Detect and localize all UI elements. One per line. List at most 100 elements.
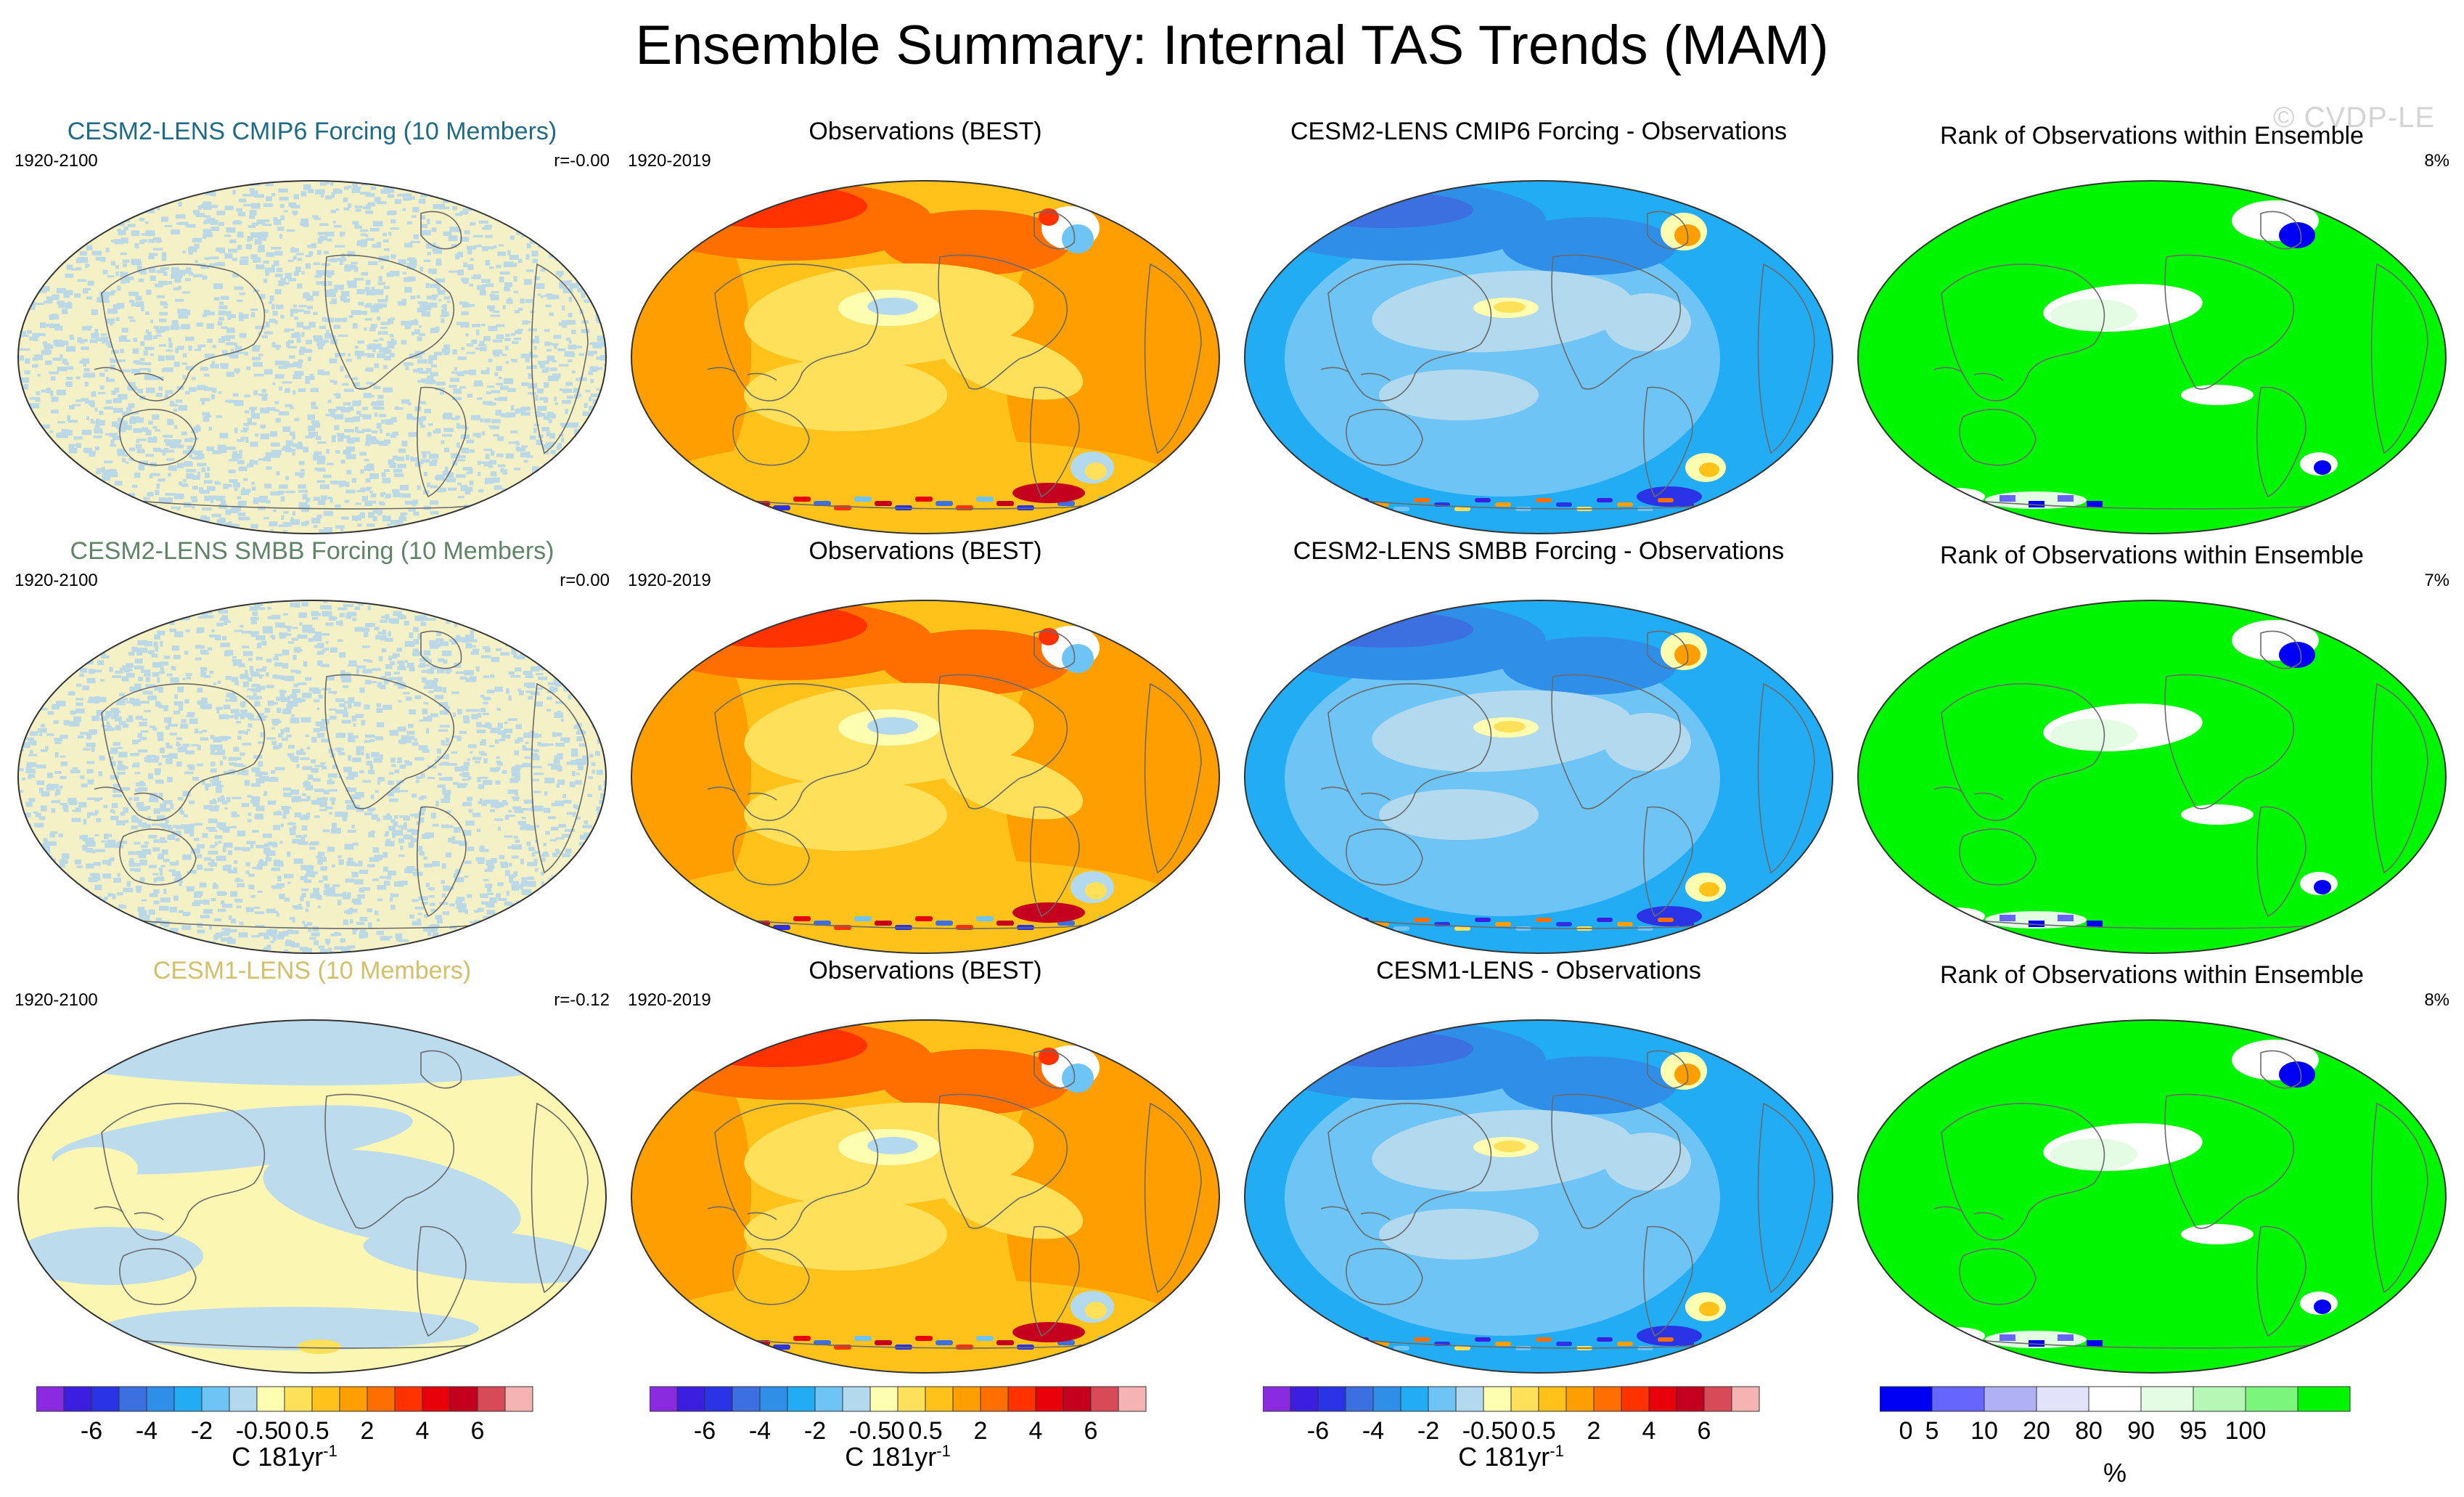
colorbar-tick-label: -2 xyxy=(1417,1417,1439,1443)
panel-title: CESM1-LENS (10 Members) xyxy=(152,957,472,984)
period-label: 1920-2100 xyxy=(15,571,98,590)
colorbar-swatch xyxy=(1593,1386,1622,1412)
colorbar-swatch xyxy=(1118,1386,1147,1412)
map-border xyxy=(1857,600,2447,954)
colorbar-swatch xyxy=(367,1386,396,1412)
panel-title: CESM1-LENS - Observations xyxy=(1376,957,1701,984)
colorbar-swatch xyxy=(704,1386,733,1412)
map-border xyxy=(17,1019,607,1374)
coastline-segment xyxy=(1941,683,2105,821)
colorbar-tick-label: -0.5 xyxy=(236,1417,279,1443)
map-diff xyxy=(1244,600,1833,954)
colorbar-swatch xyxy=(897,1386,926,1412)
units-text: C 181yr xyxy=(1458,1442,1550,1472)
map-field xyxy=(18,181,606,534)
colorbar-swatch xyxy=(1984,1386,2037,1412)
colorbar-swatch xyxy=(1676,1386,1705,1412)
colorbar-swatch xyxy=(91,1386,120,1412)
colorbar-swatch xyxy=(229,1386,258,1412)
colorbar-swatch xyxy=(842,1386,871,1412)
coastline-segment xyxy=(1320,786,1391,801)
coastline-segment xyxy=(1320,367,1391,381)
coastline-segment xyxy=(1346,409,1423,466)
colorbar-tick-label: -6 xyxy=(81,1417,102,1443)
map-field xyxy=(631,181,1219,534)
coastline-segment xyxy=(531,682,589,874)
colorbar-swatch xyxy=(63,1386,92,1412)
ensemble-panel: CESM2-LENS SMBB Forcing (10 Members) 1920… xyxy=(15,536,610,957)
coastline-segment xyxy=(938,674,1068,809)
map-rank xyxy=(1857,180,2447,534)
difference-panel: CESM1-LENS - Observations xyxy=(1241,955,1836,1376)
colorbar-swatch xyxy=(759,1386,788,1412)
colorbar-swatch xyxy=(869,1386,899,1412)
colorbar-tick-label: 90 xyxy=(2127,1417,2155,1443)
coastline-segment xyxy=(1933,786,2004,801)
observations-panel: Observations (BEST) 1920-2019 xyxy=(628,116,1223,537)
watermark: © CVDP-LE xyxy=(2273,102,2435,134)
panel-title: Observations (BEST) xyxy=(809,537,1042,565)
coastline-segment xyxy=(417,1225,467,1337)
coastline-segment xyxy=(1346,828,1423,886)
coastline-segment xyxy=(1346,1248,1423,1305)
coastline-segment xyxy=(1030,806,1080,918)
colorbar-tick-label: -6 xyxy=(1307,1417,1329,1443)
colorbar-swatch xyxy=(1880,1386,1933,1412)
map-field xyxy=(18,1020,606,1373)
colorbar-swatch xyxy=(422,1386,451,1412)
coastline-segment xyxy=(1144,682,1202,874)
colorbar-swatch xyxy=(1035,1386,1064,1412)
coastline-segment xyxy=(1327,683,1492,821)
map-diff xyxy=(1244,1019,1833,1374)
difference-panel: CESM2-LENS CMIP6 Forcing - Observations xyxy=(1241,116,1836,537)
colorbar-tick-label: 0.5 xyxy=(295,1417,329,1443)
map-field xyxy=(1858,1020,2446,1373)
coastline-segment xyxy=(101,1103,266,1241)
coastline-segment xyxy=(1941,264,2105,401)
rank-percent: 8% xyxy=(2424,151,2449,171)
map-border xyxy=(631,600,1220,954)
coastline-segment xyxy=(1757,263,1815,454)
colorbar-tick-label: -0.5 xyxy=(849,1417,892,1443)
colorbar-swatch xyxy=(339,1386,368,1412)
coastline-segment xyxy=(119,409,197,466)
coastline-segment xyxy=(2370,263,2428,454)
coastline-segment xyxy=(707,786,777,801)
coastline-segment xyxy=(417,386,467,498)
colorbar-swatch xyxy=(477,1386,506,1412)
colorbar-swatch xyxy=(449,1386,478,1412)
colorbar-swatch xyxy=(1931,1386,1985,1412)
units-text: % xyxy=(2103,1458,2127,1488)
period-label: 1920-2019 xyxy=(628,990,711,1010)
coastline-segment xyxy=(94,1206,164,1220)
ensemble-panel: CESM2-LENS CMIP6 Forcing (10 Members) 192… xyxy=(15,116,610,537)
period-label: 1920-2019 xyxy=(628,571,711,590)
colorbar-tick-label: 10 xyxy=(1970,1417,1998,1443)
period-label: 1920-2100 xyxy=(15,990,98,1010)
map-ensemble xyxy=(17,180,607,534)
coastline-segment xyxy=(531,1102,589,1294)
colorbar-swatch xyxy=(284,1386,313,1412)
colorbar-swatch xyxy=(1455,1386,1484,1412)
colorbar-swatch xyxy=(1372,1386,1401,1412)
map-border xyxy=(631,180,1220,534)
coastline-segment xyxy=(732,828,810,886)
map-field xyxy=(1245,181,1833,534)
colorbar-tick-label: 0.5 xyxy=(1521,1417,1555,1443)
coastline-segment xyxy=(324,1093,455,1229)
trend-colorbar: -6 -4 -2 -0.5 0 0.5 2 4 6 C 181yr-1 xyxy=(650,1385,1201,1494)
colorbar-tick-label: 4 xyxy=(1029,1417,1043,1443)
colorbar-tick-label: 6 xyxy=(471,1417,485,1443)
coastline-segment xyxy=(531,263,589,454)
coastline-segment xyxy=(1034,630,1076,669)
colorbar-swatch xyxy=(311,1386,340,1412)
units-exponent: -1 xyxy=(1550,1442,1564,1460)
colorbar-swatch xyxy=(650,1386,678,1412)
coastline-segment xyxy=(714,264,879,401)
page-title: Ensemble Summary: Internal TAS Trends (M… xyxy=(635,15,1829,76)
coastline-segment xyxy=(324,674,455,809)
map-border xyxy=(1857,180,2447,534)
map-field xyxy=(1245,600,1833,953)
coastline-segment xyxy=(1959,409,2037,466)
panel-title: Observations (BEST) xyxy=(809,118,1042,145)
